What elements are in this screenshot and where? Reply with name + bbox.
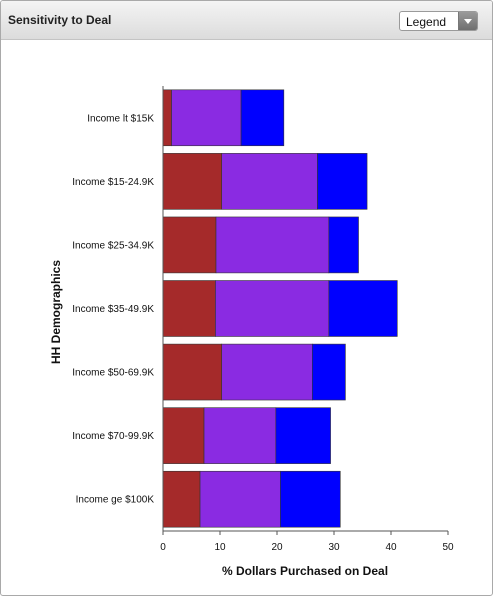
bar-segment[interactable] xyxy=(162,216,217,274)
bar-segment[interactable] xyxy=(162,280,216,337)
y-tick-label: Income $50-69.9K xyxy=(72,368,154,379)
y-tick-label: Income $70-99.9K xyxy=(72,431,154,442)
chart-title: Sensitivity to Deal xyxy=(8,13,112,27)
y-axis-labels: Income lt $15K Income $15-24.9K Income $25… xyxy=(72,113,154,505)
bar-segment[interactable] xyxy=(199,470,281,528)
bar-segment[interactable] xyxy=(162,153,223,210)
bar-segment[interactable] xyxy=(317,153,368,210)
y-tick-label: Income $25-34.9K xyxy=(72,240,154,251)
chevron-down-icon[interactable] xyxy=(458,12,477,30)
bar-segment[interactable] xyxy=(280,470,341,528)
x-tick-label: 30 xyxy=(328,542,340,553)
bar-segment[interactable] xyxy=(162,407,205,464)
bar-segment[interactable] xyxy=(171,89,242,147)
x-tick-label: 50 xyxy=(442,542,454,553)
bar-segment[interactable] xyxy=(221,153,318,210)
y-tick-label: Income lt $15K xyxy=(87,113,154,124)
x-tick-label: 40 xyxy=(385,542,397,553)
legend-dropdown-label: Legend xyxy=(406,15,447,29)
bar-segment[interactable] xyxy=(162,89,172,147)
y-tick-label: Income $35-49.9K xyxy=(72,304,154,315)
panel-header: Sensitivity to Deal Legend xyxy=(1,1,492,40)
bar-segment[interactable] xyxy=(203,407,277,464)
bar-segment[interactable] xyxy=(328,280,398,337)
bar-segment[interactable] xyxy=(240,89,285,147)
y-tick-label: Income $15-24.9K xyxy=(72,177,154,188)
x-axis-ticks: 0 10 20 30 40 50 xyxy=(160,531,454,553)
y-tick-label: Income ge $100K xyxy=(76,495,155,506)
bar-segment[interactable] xyxy=(221,343,313,401)
x-tick-label: 20 xyxy=(271,542,283,553)
x-tick-label: 0 xyxy=(160,542,166,553)
bar-segment[interactable] xyxy=(162,470,201,528)
bars-group xyxy=(162,89,398,528)
bar-segment[interactable] xyxy=(328,216,359,274)
x-tick-label: 10 xyxy=(214,542,226,553)
y-axis-title: HH Demographics xyxy=(49,260,63,364)
bar-segment[interactable] xyxy=(215,280,330,337)
bar-segment[interactable] xyxy=(275,407,331,464)
legend-dropdown[interactable]: Legend xyxy=(399,11,478,31)
bar-segment[interactable] xyxy=(215,216,330,274)
x-axis-title: % Dollars Purchased on Deal xyxy=(222,564,388,578)
bar-segment[interactable] xyxy=(312,343,346,401)
bar-segment[interactable] xyxy=(162,343,223,401)
